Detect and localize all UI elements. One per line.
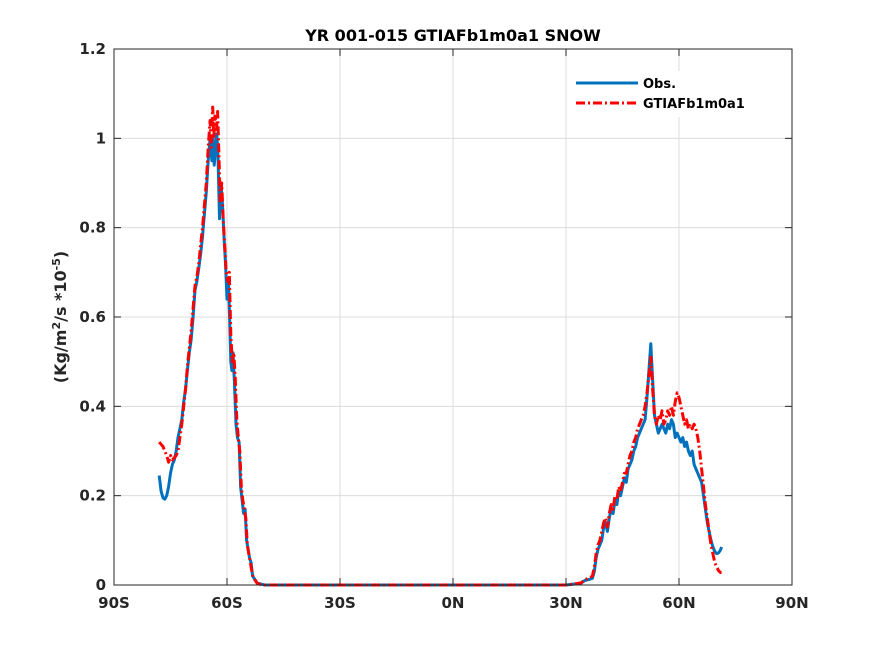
y-tick-label: 0.4 <box>79 397 106 415</box>
legend-box <box>567 71 780 117</box>
y-axis-label-sup1: 2 <box>50 322 63 330</box>
y-axis-label-suffix: ) <box>51 251 70 258</box>
grid <box>114 49 792 585</box>
x-tick-label: 90N <box>775 594 808 612</box>
chart-title: YR 001-015 GTIAFb1m0a1 SNOW <box>304 26 601 45</box>
y-axis-label-mid: /s *10 <box>51 270 70 322</box>
x-tick-label: 60N <box>662 594 695 612</box>
y-axis-label-sup2: -5 <box>50 258 63 270</box>
series-line-1 <box>158 105 722 587</box>
y-tick-label: 1 <box>96 129 106 147</box>
y-tick-label: 0.8 <box>79 219 106 237</box>
x-tick-label: 60S <box>211 594 243 612</box>
x-tick-label: 30N <box>549 594 582 612</box>
legend-label-obs: Obs. <box>643 77 676 92</box>
y-tick-labels: 0 0.2 0.4 0.6 0.8 1 1.2 <box>79 40 106 594</box>
axis-ticks <box>113 48 793 586</box>
legend-label-model: GTIAFb1m0a1 <box>643 97 745 112</box>
y-axis-label-prefix: (Kg/m <box>51 330 70 384</box>
x-tick-label: 0N <box>442 594 465 612</box>
x-tick-labels: 90S 60S 30S 0N 30N 60N 90N <box>98 594 809 612</box>
y-tick-label: 0.6 <box>79 308 106 326</box>
legend: Obs. GTIAFb1m0a1 <box>567 71 780 117</box>
y-axis-label: (Kg/m2/s *10-5) <box>50 251 70 383</box>
y-tick-label: 0 <box>96 576 106 594</box>
y-tick-label: 1.2 <box>79 40 106 58</box>
y-tick-label: 0.2 <box>79 487 106 505</box>
x-tick-label: 30S <box>324 594 356 612</box>
x-tick-label: 90S <box>98 594 130 612</box>
series-lines <box>157 105 724 587</box>
